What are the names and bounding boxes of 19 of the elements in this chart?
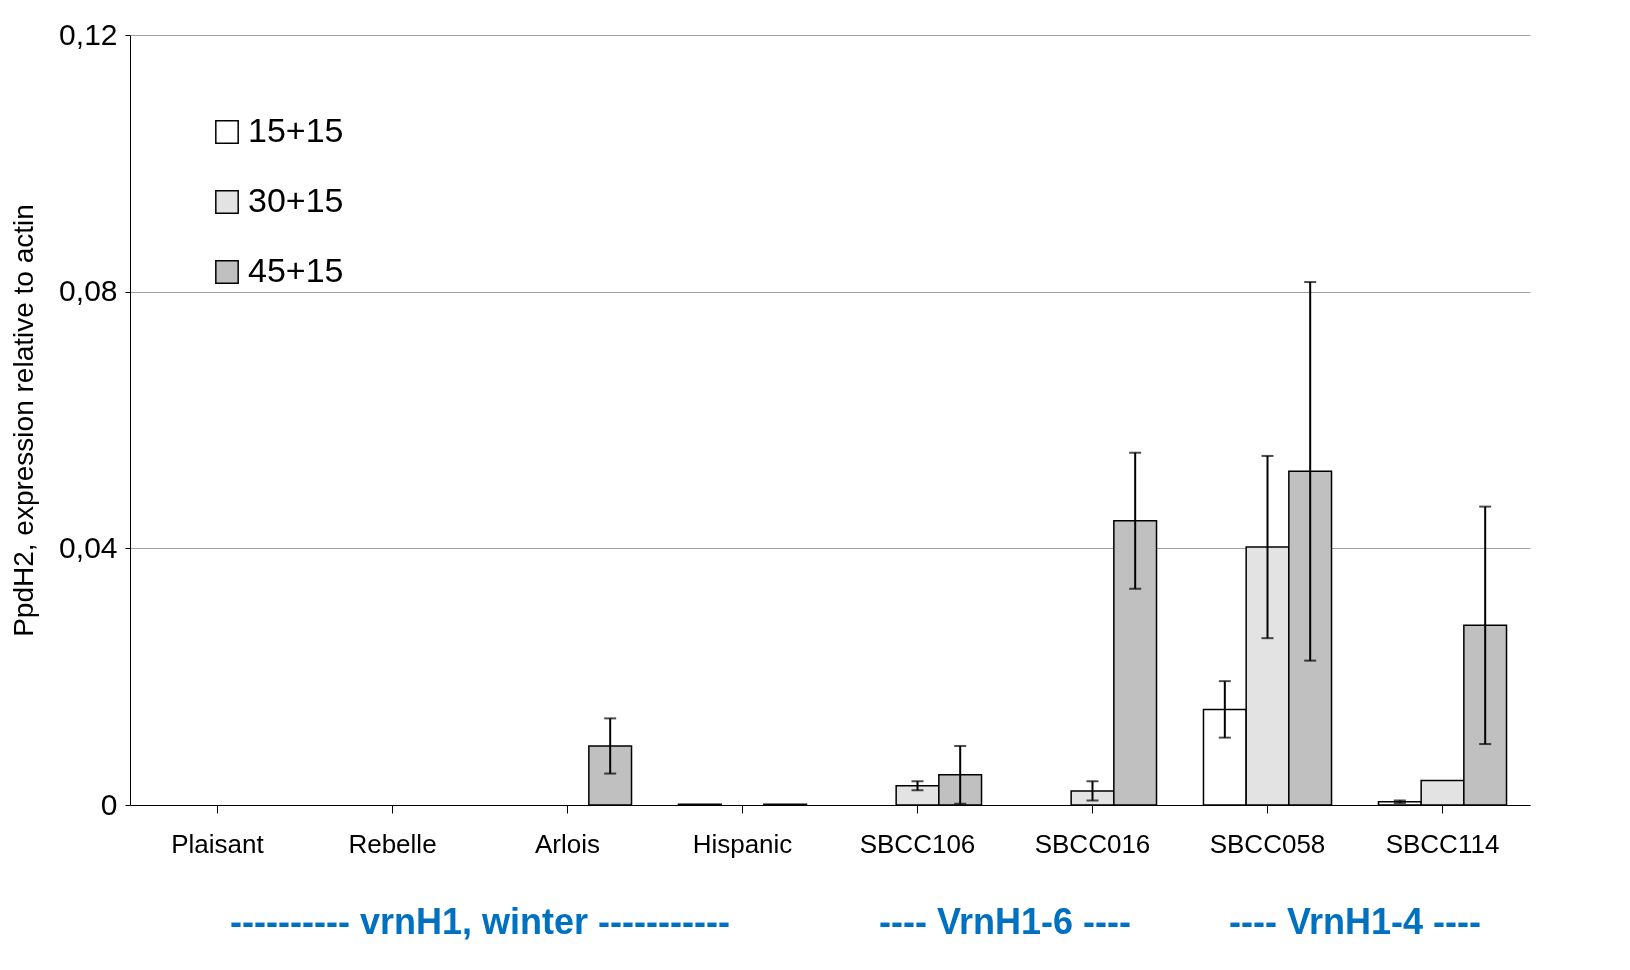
y-tick-label: 0,08 (59, 274, 118, 308)
x-tick-label: SBCC114 (1385, 828, 1500, 859)
legend-label: 45+15 (248, 251, 344, 289)
text: ---------- vrnH1, winter ----------- (230, 901, 730, 942)
x-tick-label: Hispanic (692, 828, 793, 859)
legend-label: 15+15 (248, 111, 344, 149)
x-tick-label: Arlois (534, 828, 601, 859)
y-tick-label: 0,12 (59, 17, 118, 51)
x-tick-label: SBCC016 (1034, 828, 1151, 859)
y-tick-label: 0,04 (59, 530, 118, 564)
x-tick-label: Plaisant (171, 828, 265, 859)
x-tick-label: SBCC106 (859, 828, 976, 859)
text: ---- VrnH1-6 ---- (879, 901, 1131, 942)
legend-label: 30+15 (248, 181, 344, 219)
text: ---- VrnH1-4 ---- (1229, 901, 1481, 942)
x-tick-label: SBCC058 (1209, 828, 1326, 859)
x-tick-label: Rebelle (348, 828, 437, 859)
y-tick-label: 0 (100, 787, 118, 821)
y-axis-title: PpdH2, expression relative to actin (8, 204, 40, 637)
